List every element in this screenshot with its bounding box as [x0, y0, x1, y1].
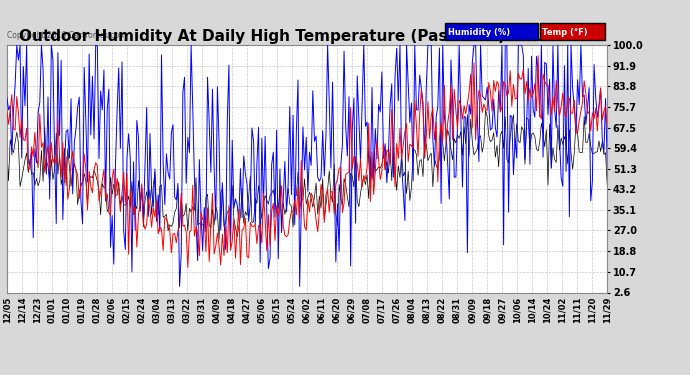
Text: Copyright 2016 Cartronics.com: Copyright 2016 Cartronics.com [7, 31, 126, 40]
Text: Temp (°F): Temp (°F) [542, 28, 588, 37]
Title: Outdoor Humidity At Daily High Temperature (Past Year) 20161205: Outdoor Humidity At Daily High Temperatu… [19, 29, 595, 44]
FancyBboxPatch shape [445, 23, 538, 40]
FancyBboxPatch shape [540, 23, 605, 40]
Text: Humidity (%): Humidity (%) [448, 28, 510, 37]
